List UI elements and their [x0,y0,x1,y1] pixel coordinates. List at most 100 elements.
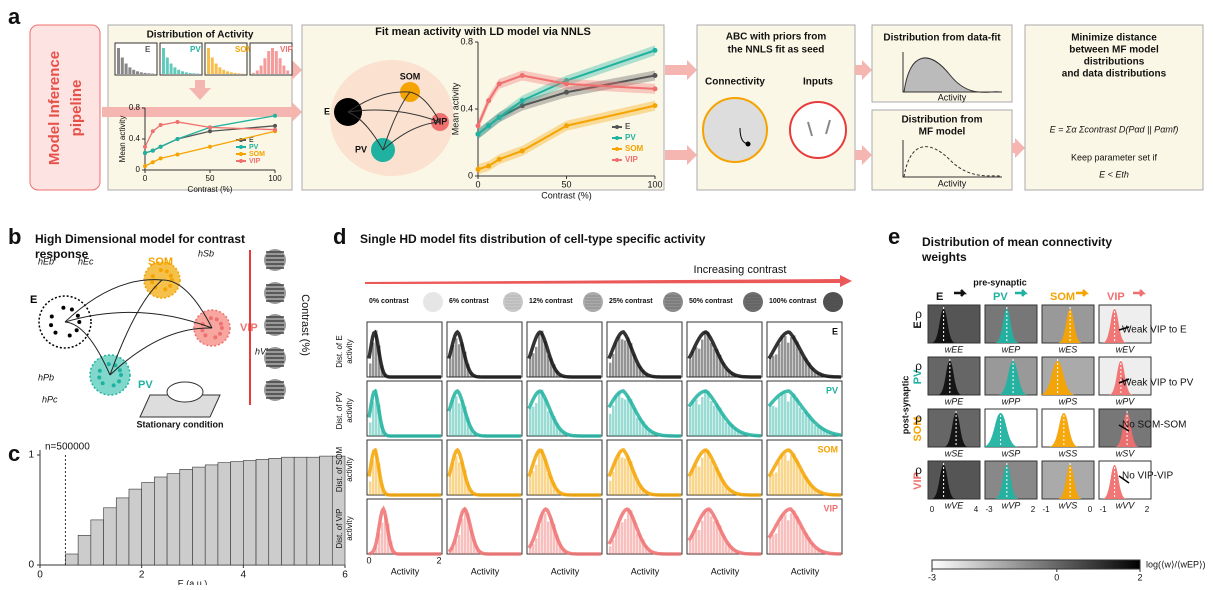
input-label: hSb [198,248,214,258]
hist-bar [449,477,452,495]
x-axis-label: Contrast (%) [541,190,592,200]
hist-bar [689,408,692,436]
mini-bar [128,67,131,74]
hist-bar [689,541,692,554]
y-axis-label: Mean activity [450,82,460,135]
panel-label: e [888,224,900,249]
hist-bar [710,516,713,554]
y-tick-label: 0.8 [460,36,473,46]
y-tick-label: 0.8 [129,103,141,112]
mini-bar [211,57,214,74]
row-label: Dist. of SOM [335,446,344,492]
colorbar-tick-label: 0 [1054,572,1059,582]
point [653,86,658,91]
mini-bar [173,67,176,74]
x-tick-label: 0 [143,174,148,183]
legend-label: SOM [249,151,265,158]
column-label: 6% contrast [449,298,489,305]
pipeline-label: pipeline [68,80,85,137]
input-label: hPc [42,394,58,404]
arrow [855,145,872,165]
y-tick-label: 0 [28,560,34,571]
mini-bar [260,66,263,74]
dot [218,332,222,336]
box [928,305,980,343]
hist-bar [455,456,458,495]
x-axis-label: Activity [391,566,420,576]
x-tick-label: 4 [241,570,247,581]
annotation: No VIP-VIP [1122,471,1173,482]
row-tag: E [832,326,838,336]
hist-bar [461,519,464,554]
dot [68,333,72,337]
mini-bar [226,71,229,74]
dot [97,375,101,379]
box-title: the NNLS fit as seed [728,45,825,56]
arrow-icon [954,290,964,296]
bar [307,457,320,565]
hist-bar [775,533,778,554]
dot [168,284,172,288]
hist-bar [707,509,710,554]
hist-bar [698,349,701,377]
hist-bar [621,522,624,554]
weight-label: wEV [1116,344,1136,354]
annotation: n=500000 [45,442,90,453]
bar [167,474,180,565]
x-tick-label: -1 [1099,505,1107,514]
mini-bar [263,58,266,74]
legend-swatch [239,159,243,163]
hist-bar [458,462,461,495]
y-tick-label: 0.4 [460,103,473,113]
x-axis-label: E (a.u.) [178,578,208,585]
x-tick-label: 6 [342,570,348,581]
hist-bar [778,397,781,436]
row-label: activity [345,516,354,540]
hist-bar [775,407,778,436]
input-label: hEb [38,256,54,266]
hist-bar [769,358,772,377]
hist-bar [781,454,784,495]
arrow-icon [1015,290,1025,296]
point [151,149,155,153]
axis-title: pre-synaptic [973,277,1027,287]
mini-bar [282,66,285,74]
x-tick-label: 0 [1088,505,1093,514]
row-label: activity [345,398,354,422]
hist-bar [769,476,772,495]
bar [231,462,244,565]
x-tick-label: 50 [561,179,571,189]
dot [107,362,111,366]
mini-bar [192,73,195,74]
point [273,114,277,118]
dot [200,328,204,332]
legend-label: VIP [249,158,261,165]
hist-bar [698,467,701,495]
hist-bar [618,337,621,377]
text: Keep parameter set if [1071,152,1158,162]
hist-bar [784,454,787,495]
bar [65,554,78,565]
weight-label: wEE [945,344,965,354]
box-title: Distribution from data-fit [883,33,1001,44]
mini-bar [275,51,278,74]
hist-bar [529,548,532,554]
legend-swatch [615,158,619,162]
hist-bar [802,532,805,554]
hist-bar [624,340,627,377]
dot [165,269,169,273]
hist-bar [695,400,698,436]
dot [70,307,74,311]
row-tag: VIP [823,503,838,513]
hist-bar [624,519,627,554]
label: Connectivity [705,77,765,88]
mini-bar [267,51,270,74]
point [486,163,491,168]
mini-bar [207,48,210,74]
hist-bar [529,476,532,495]
point [273,124,277,128]
x-axis-label: Activity [938,178,967,188]
hist-bar [701,340,704,377]
hist-bar [695,530,698,554]
